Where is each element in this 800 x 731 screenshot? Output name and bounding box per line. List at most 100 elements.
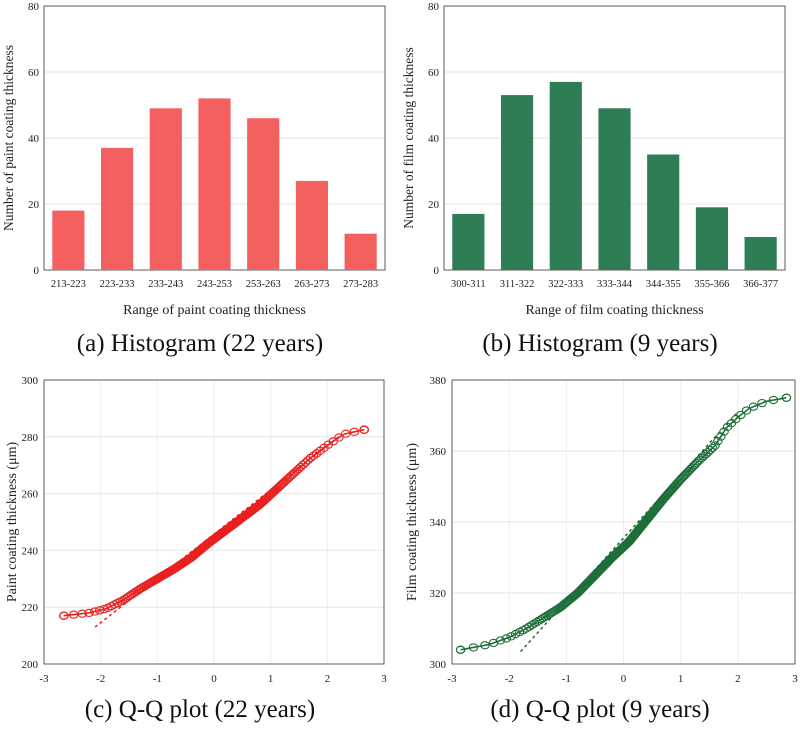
y-tick-label: 260 [22,489,39,501]
x-tick-label: -1 [562,673,571,685]
bar-311-322 [500,95,534,270]
data-point [77,609,87,618]
bar-263-273 [295,180,329,270]
x-tick-label: 344-355 [646,279,681,290]
data-point [495,636,506,645]
data-point [84,608,94,618]
qq-plot-9-years-chart: 300 320 340 360 380 -3 -2 -1 0 1 2 3 Film coating th… [405,375,798,685]
x-tick-label: 2 [735,673,741,685]
y-tick-label: 380 [430,375,447,387]
plot-frame-d [451,379,796,665]
data-point [112,598,123,608]
data-point [545,609,556,618]
x-axis-label: Range of paint coating thickness [123,303,306,318]
data-point [305,453,316,463]
data-point [731,415,741,424]
data-point [349,427,360,436]
data-point [300,458,311,467]
x-tick-label: 243-253 [197,279,232,290]
data-point [781,393,792,402]
data-point [710,441,720,450]
data-point [741,406,752,415]
data-point [480,641,490,650]
data-point [303,456,313,465]
x-tick-label: 253-263 [246,279,281,290]
y-tick-label: 320 [430,588,447,600]
data-point [748,402,759,411]
x-tick-label: 273-283 [343,279,378,290]
data-point [757,398,767,408]
bar-300-311 [452,213,485,270]
data-point [298,460,308,469]
caption-qq-plot-9-years: (d) Q-Q plot (9 years) [490,696,710,723]
x-tick-label: 322-333 [548,279,583,290]
x-tick-label: 1 [268,673,274,685]
x-tick-label: 1 [678,673,684,685]
bar-273-283 [344,233,377,270]
bar-322-333 [549,81,582,271]
qq-plot-22-years-chart: 200 220 240 260 280 300 -3 -2 -1 0 1 2 3 Paint coatin… [5,375,387,685]
caption-qq-plot-22-years: (c) Q-Q plot (22 years) [84,696,316,723]
x-tick-label: 213-223 [51,279,86,290]
x-tick-label: 311-322 [500,279,535,290]
data-point [311,449,322,458]
y-tick-label: 60 [28,67,40,79]
data-point [707,443,718,453]
x-tick-label: -1 [153,673,162,685]
bar-366-377 [744,237,777,270]
y-axis-label: Number of film coating thickness [401,47,416,228]
data-point [768,395,779,405]
data-point [501,634,511,643]
data-point [736,410,746,420]
x-tick-label: 233-243 [148,279,183,290]
data-point [716,432,726,441]
bar-223-233 [100,147,134,270]
y-axis-label: Paint coating thickness (μm) [5,442,20,603]
x-tick-label: -2 [505,673,514,685]
data-point [713,437,723,446]
y-tick-label: 80 [428,1,440,13]
data-point [281,475,292,485]
x-tick-label: 0 [621,673,627,685]
y-tick-label: 40 [428,133,440,145]
x-tick-label: -3 [447,673,457,685]
data-point [455,645,466,654]
y-tick-label: 0 [34,265,40,277]
data-point [90,607,100,616]
y-tick-label: 200 [22,659,39,671]
caption-histogram-22-years: (a) Histogram (22 years) [76,330,324,357]
bar-344-355 [647,154,680,270]
y-tick-label: 220 [22,602,39,614]
caption-histogram-9-years: (b) Histogram (9 years) [482,330,718,357]
x-tick-label: 300-311 [451,279,486,290]
y-tick-label: 0 [434,265,440,277]
y-tick-label: 20 [28,199,40,211]
y-axis-label: Number of paint coating thickness [1,45,16,231]
bar-333-344 [598,108,631,270]
bar-253-263 [247,118,280,270]
y-tick-label: 360 [430,446,447,458]
data-point [308,451,319,460]
data-point [334,433,344,442]
y-tick-label: 40 [28,133,40,145]
y-tick-label: 80 [28,1,40,13]
y-tick-label: 300 [430,659,447,671]
x-tick-label: 3 [381,673,387,685]
y-axis-label: Film coating thickness (μm) [405,443,420,601]
x-tick-label: -3 [39,673,49,685]
data-point [468,643,479,652]
histogram-9-years-chart: 0 20 40 60 80 300-311 311-322 322-333 333-344 344… [401,1,786,318]
y-tick-label: 280 [22,432,39,444]
x-tick-label: 263-273 [294,279,329,290]
x-tick-label: 366-377 [743,279,778,290]
y-tick-label: 240 [22,545,39,557]
x-tick-label: 355-366 [694,279,729,290]
data-point [359,425,369,434]
data-point [94,606,105,615]
x-tick-label: 0 [211,673,217,685]
bar-355-366 [695,207,729,270]
y-tick-label: 60 [428,67,440,79]
bar-233-243 [149,108,182,270]
plot-frame-c [43,379,385,665]
bar-213-223 [52,210,85,270]
